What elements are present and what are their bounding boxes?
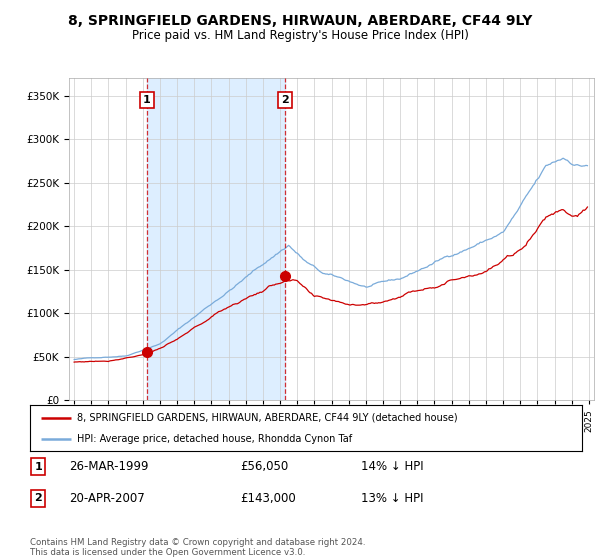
Text: Contains HM Land Registry data © Crown copyright and database right 2024.
This d: Contains HM Land Registry data © Crown c… [30, 538, 365, 557]
Text: 1: 1 [143, 95, 151, 105]
Text: 13% ↓ HPI: 13% ↓ HPI [361, 492, 424, 505]
Bar [147, 78, 285, 400]
Text: Price paid vs. HM Land Registry's House Price Index (HPI): Price paid vs. HM Land Registry's House … [131, 29, 469, 42]
Text: 20-APR-2007: 20-APR-2007 [68, 492, 145, 505]
Text: 1: 1 [34, 461, 42, 472]
Text: 8, SPRINGFIELD GARDENS, HIRWAUN, ABERDARE, CF44 9LY (detached house): 8, SPRINGFIELD GARDENS, HIRWAUN, ABERDAR… [77, 413, 458, 423]
Text: 8, SPRINGFIELD GARDENS, HIRWAUN, ABERDARE, CF44 9LY: 8, SPRINGFIELD GARDENS, HIRWAUN, ABERDAR… [68, 14, 532, 28]
Text: 26-MAR-1999: 26-MAR-1999 [68, 460, 148, 473]
Text: 2: 2 [281, 95, 289, 105]
Text: 2: 2 [34, 493, 42, 503]
Text: 14% ↓ HPI: 14% ↓ HPI [361, 460, 424, 473]
Text: HPI: Average price, detached house, Rhondda Cynon Taf: HPI: Average price, detached house, Rhon… [77, 435, 352, 444]
Text: £143,000: £143,000 [240, 492, 296, 505]
Text: £56,050: £56,050 [240, 460, 288, 473]
